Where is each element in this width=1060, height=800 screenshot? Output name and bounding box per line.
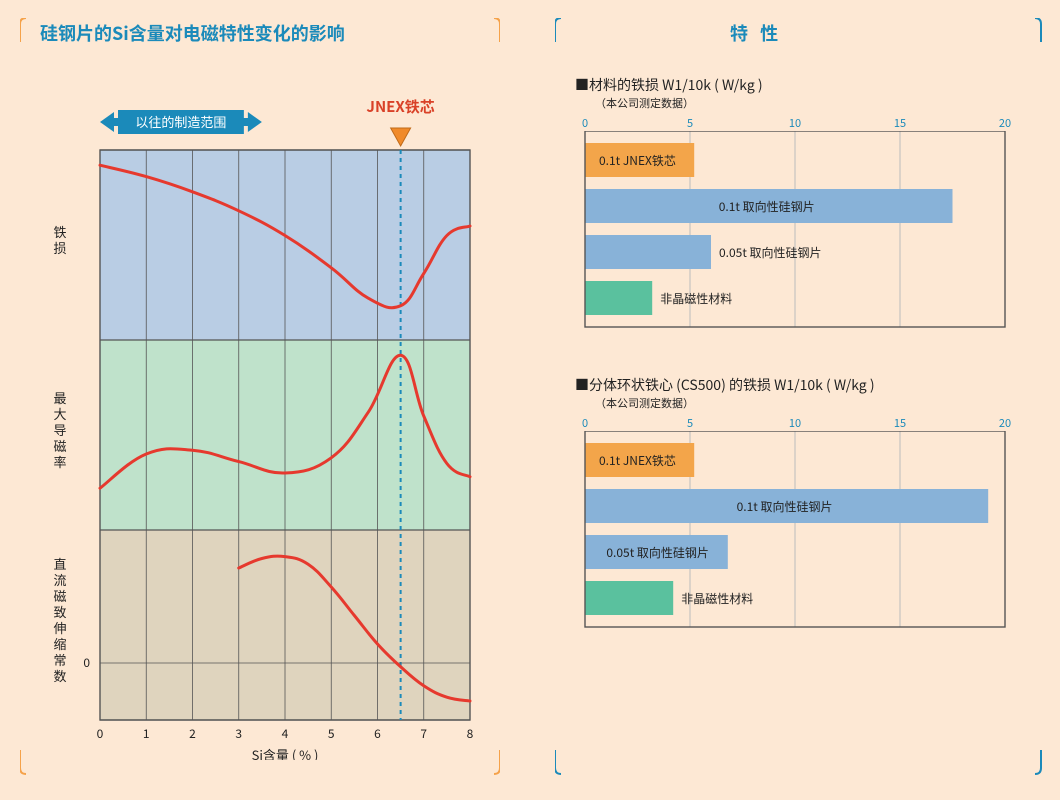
svg-text:Si含量 ( % ): Si含量 ( % ) xyxy=(252,745,319,760)
svg-text:4: 4 xyxy=(282,725,289,742)
svg-text:3: 3 xyxy=(235,725,242,742)
x-tick: 15 xyxy=(890,415,910,431)
x-tick: 10 xyxy=(785,415,805,431)
bar-chart-note: （本公司测定数据） xyxy=(595,95,694,111)
svg-text:8: 8 xyxy=(467,725,474,742)
svg-text:损: 损 xyxy=(53,238,66,257)
bar-label: 非晶磁性材料 xyxy=(660,290,732,307)
bar-chart-heading: ■材料的铁损 W1/10k ( W/kg ) xyxy=(575,75,763,95)
x-tick: 20 xyxy=(995,115,1015,131)
svg-text:以往的制造范围: 以往的制造范围 xyxy=(135,112,226,131)
bar-chart-note: （本公司测定数据） xyxy=(595,395,694,411)
x-tick: 5 xyxy=(680,415,700,431)
right-charts: ■材料的铁损 W1/10k ( W/kg )（本公司测定数据）051015200… xyxy=(575,75,1035,775)
bar-chart-heading: ■分体环状铁心 (CS500) 的铁损 W1/10k ( W/kg ) xyxy=(575,375,875,395)
svg-text:2: 2 xyxy=(189,725,196,742)
left-chart: 0012345678Si含量 ( % )铁损最大导磁率直流磁致伸缩常数以往的制造… xyxy=(40,80,480,760)
bar-label: 0.1t JNEX铁芯 xyxy=(599,152,676,169)
x-tick: 0 xyxy=(575,415,595,431)
x-tick: 20 xyxy=(995,415,1015,431)
svg-text:5: 5 xyxy=(328,725,335,742)
svg-text:0: 0 xyxy=(97,725,104,742)
bar-label: 0.1t 取向性硅钢片 xyxy=(737,498,833,515)
svg-text:数: 数 xyxy=(53,666,66,685)
bar-label: 0.05t 取向性硅钢片 xyxy=(719,244,822,261)
svg-text:率: 率 xyxy=(53,452,66,471)
svg-text:JNEX铁芯: JNEX铁芯 xyxy=(366,96,434,117)
x-tick: 10 xyxy=(785,115,805,131)
bar-label: 0.1t 取向性硅钢片 xyxy=(719,198,815,215)
svg-text:0: 0 xyxy=(83,654,90,671)
svg-text:1: 1 xyxy=(143,725,150,742)
svg-text:6: 6 xyxy=(374,725,381,742)
x-tick: 0 xyxy=(575,115,595,131)
x-tick: 5 xyxy=(680,115,700,131)
x-tick: 15 xyxy=(890,115,910,131)
bar-label: 0.1t JNEX铁芯 xyxy=(599,452,676,469)
svg-text:7: 7 xyxy=(420,725,427,742)
bar-label: 0.05t 取向性硅钢片 xyxy=(606,544,709,561)
bar-label: 非晶磁性材料 xyxy=(681,590,753,607)
